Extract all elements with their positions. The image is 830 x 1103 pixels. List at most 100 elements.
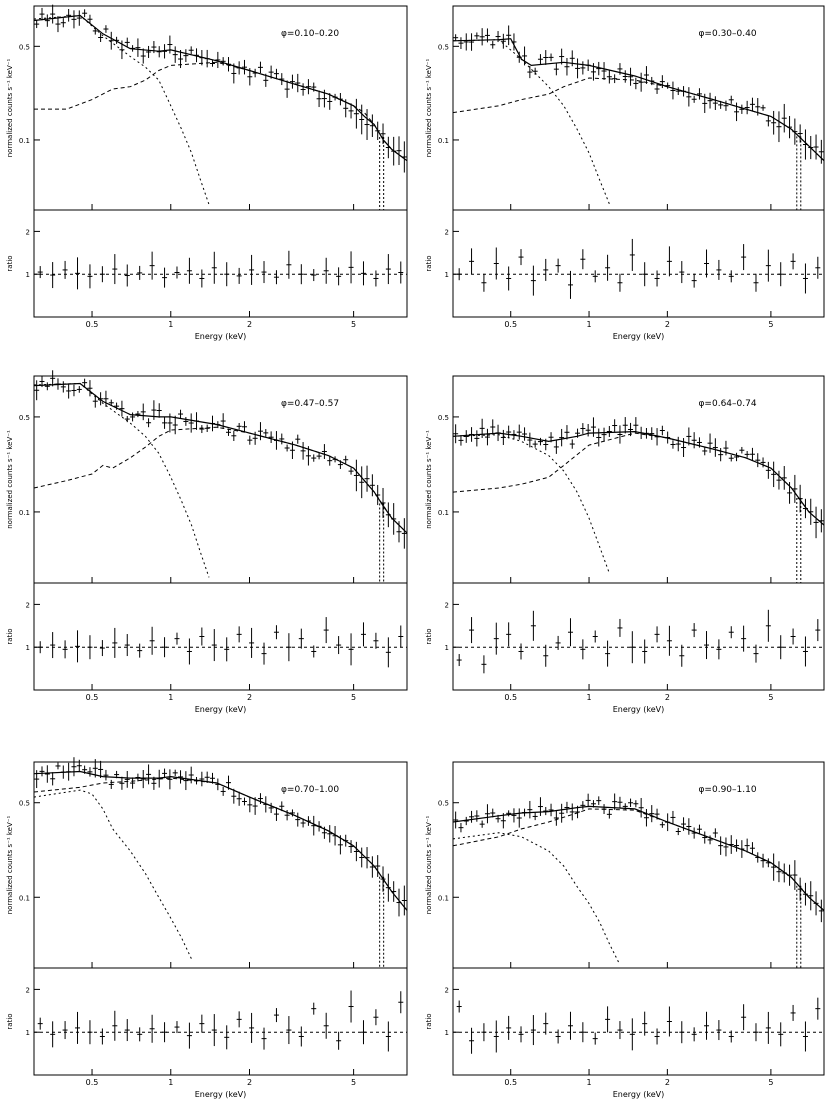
x-tick-label: 5 [768,1078,773,1087]
ratio-y-tick-label: 1 [445,271,449,279]
x-tick-label: 5 [768,693,773,702]
y-tick-label: 0.1 [19,137,30,145]
x-tick-label: 1 [586,320,591,329]
hard-component-curve [452,432,825,526]
y-tick-label: 0.5 [19,43,30,51]
y-tick-label: 0.5 [438,43,449,51]
x-tick-label: 2 [665,693,670,702]
x-tick-label: 1 [168,320,173,329]
y-tick-label: 0.5 [438,414,449,422]
ratio-frame [452,967,825,1076]
total-model-curve [33,14,408,162]
soft-component-curve [452,39,611,205]
y-tick-label: 0.1 [438,894,449,902]
ratio-y-tick-label: 2 [445,986,449,994]
ratio-y-tick-label: 2 [26,228,30,236]
y-tick-label: 0.1 [19,509,30,517]
ratio-axis-label: ratio [425,1013,433,1029]
ratio-axis-label: ratio [6,1013,14,1029]
x-axis-label: Energy (keV) [195,1090,247,1099]
ratio-axis-label: ratio [425,628,433,644]
y-tick-label: 0.5 [19,414,30,422]
x-tick-label: 0.5 [86,320,99,329]
spectrum-panel-e: 0.5 1 2 5 Energy (keV) 0.1 0.5 1 2 normalized cou… [6,757,408,1099]
y-axis-label: normalized counts s⁻¹ keV⁻¹ [6,430,14,529]
y-tick-label: 0.1 [19,894,30,902]
ratio-y-tick-label: 1 [445,1029,449,1037]
ratio-y-tick-label: 1 [26,271,30,279]
spectrum-panel-d: 0.5 1 2 5 Energy (keV) 0.1 0.5 1 2 normalized cou… [425,375,825,714]
y-tick-label: 0.5 [438,800,449,808]
x-tick-label: 2 [665,320,670,329]
spectrum-panel-f: 0.5 1 2 5 Energy (keV) 0.1 0.5 1 2 normalized cou… [425,761,825,1099]
ratio-axis-label: ratio [6,255,14,271]
y-axis-label: normalized counts s⁻¹ keV⁻¹ [6,59,14,158]
soft-component-curve [33,789,192,960]
spectrum-panel-c: 0.5 1 2 5 Energy (keV) 0.1 0.5 1 2 normalized cou… [6,370,408,714]
x-tick-label: 0.5 [504,1078,517,1087]
ratio-frame [452,582,825,691]
ratio-frame [33,967,408,1076]
x-axis-label: Energy (keV) [613,1090,665,1099]
ratio-frame [33,582,408,691]
spectrum-frame [33,375,408,584]
ratio-frame [452,209,825,318]
x-tick-label: 5 [351,1078,356,1087]
soft-component-curve [452,434,611,575]
x-axis-label: Energy (keV) [613,705,665,714]
hard-component-curve [452,808,825,911]
hard-component-curve [33,426,408,534]
total-model-curve [452,38,825,162]
x-tick-label: 2 [665,1078,670,1087]
x-tick-label: 2 [247,320,252,329]
phase-label: φ=0.47–0.57 [281,399,339,409]
x-tick-label: 0.5 [504,693,517,702]
ratio-y-tick-label: 2 [26,601,30,609]
x-tick-label: 1 [586,693,591,702]
hard-component-curve [452,77,825,162]
phase-label: φ=0.70–1.00 [281,785,339,795]
x-tick-label: 0.5 [86,1078,99,1087]
phase-label: φ=0.10–0.20 [281,29,339,39]
x-tick-label: 5 [351,320,356,329]
x-tick-label: 5 [768,320,773,329]
y-tick-label: 0.1 [438,509,449,517]
ratio-axis-label: ratio [6,628,14,644]
ratio-y-tick-label: 1 [26,1029,30,1037]
x-tick-label: 0.5 [86,693,99,702]
ratio-axis-label: ratio [425,255,433,271]
x-tick-label: 0.5 [504,320,517,329]
x-tick-label: 1 [586,1078,591,1087]
y-tick-label: 0.1 [438,137,449,145]
soft-component-curve [452,832,620,963]
x-axis-label: Energy (keV) [195,705,247,714]
ratio-y-tick-label: 1 [445,644,449,652]
x-axis-label: Energy (keV) [613,332,665,341]
y-tick-label: 0.5 [19,800,30,808]
y-axis-label: normalized counts s⁻¹ keV⁻¹ [425,430,433,529]
ratio-y-tick-label: 2 [26,986,30,994]
total-model-curve [33,382,408,534]
phase-label: φ=0.90–1.10 [699,785,757,795]
ratio-y-tick-label: 2 [445,601,449,609]
ratio-frame [33,209,408,318]
spectrum-panel-a: 0.5 1 2 5 Energy (keV) 0.1 0.5 1 2 normalized cou… [6,4,408,341]
ratio-y-tick-label: 2 [445,228,449,236]
x-tick-label: 1 [168,693,173,702]
y-axis-label: normalized counts s⁻¹ keV⁻¹ [6,816,14,915]
phase-label: φ=0.64–0.74 [699,399,757,409]
x-axis-label: Energy (keV) [195,332,247,341]
total-model-curve [452,430,825,526]
hard-component-curve [34,61,408,162]
total-model-curve [33,770,408,911]
spectrum-panel-b: 0.5 1 2 5 Energy (keV) 0.1 0.5 1 2 normalized cou… [425,5,825,341]
x-tick-label: 2 [247,1078,252,1087]
x-tick-label: 5 [351,693,356,702]
y-axis-label: normalized counts s⁻¹ keV⁻¹ [425,59,433,158]
y-axis-label: normalized counts s⁻¹ keV⁻¹ [425,816,433,915]
ratio-y-tick-label: 1 [26,644,30,652]
x-tick-label: 1 [168,1078,173,1087]
x-tick-label: 2 [247,693,252,702]
spectrum-frame [452,375,825,584]
